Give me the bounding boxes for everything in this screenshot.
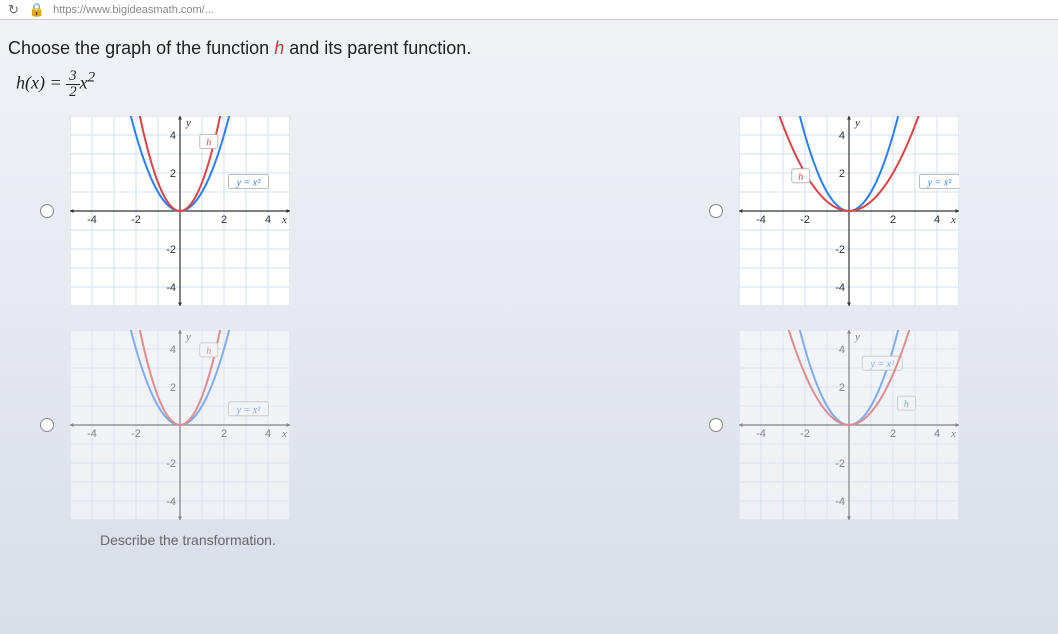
svg-text:4: 4 bbox=[265, 428, 271, 440]
svg-text:h: h bbox=[798, 172, 803, 183]
svg-text:y: y bbox=[185, 331, 191, 343]
svg-text:-2: -2 bbox=[131, 428, 141, 440]
svg-text:-2: -2 bbox=[835, 458, 845, 470]
equation-rhs: x bbox=[80, 73, 88, 93]
svg-text:4: 4 bbox=[934, 428, 940, 440]
radio-b[interactable] bbox=[709, 204, 723, 218]
svg-text:y: y bbox=[854, 117, 860, 129]
svg-text:2: 2 bbox=[170, 382, 176, 394]
svg-text:-4: -4 bbox=[835, 282, 845, 294]
svg-text:-2: -2 bbox=[800, 214, 810, 226]
svg-text:2: 2 bbox=[839, 382, 845, 394]
equation-fraction: 3 2 bbox=[66, 69, 80, 100]
svg-text:4: 4 bbox=[170, 130, 176, 142]
svg-text:2: 2 bbox=[839, 168, 845, 180]
svg-text:y = x²: y = x² bbox=[236, 405, 262, 416]
question-text: Choose the graph of the function h and i… bbox=[0, 20, 1058, 69]
svg-text:-2: -2 bbox=[166, 458, 176, 470]
equation-exp: 2 bbox=[88, 70, 96, 86]
equation-denominator: 2 bbox=[66, 85, 80, 100]
chart-c: -4-224-4-224xyy = x²h bbox=[70, 330, 290, 520]
svg-text:2: 2 bbox=[170, 168, 176, 180]
describe-prompt: Describe the transformation. bbox=[0, 520, 1058, 548]
svg-text:4: 4 bbox=[170, 344, 176, 356]
radio-d[interactable] bbox=[709, 418, 723, 432]
url-text: https://www.bigideasmath.com/... bbox=[53, 4, 214, 16]
svg-text:h: h bbox=[206, 138, 211, 149]
svg-text:-4: -4 bbox=[166, 282, 176, 294]
svg-text:2: 2 bbox=[890, 214, 896, 226]
svg-text:-4: -4 bbox=[87, 214, 97, 226]
svg-text:2: 2 bbox=[221, 428, 227, 440]
svg-text:-2: -2 bbox=[131, 214, 141, 226]
svg-text:4: 4 bbox=[265, 214, 271, 226]
refresh-icon[interactable]: ↻ bbox=[8, 2, 19, 18]
option-b[interactable]: -4-224-4-224xyy = x²h bbox=[709, 116, 1018, 306]
svg-text:-2: -2 bbox=[166, 244, 176, 256]
svg-text:x: x bbox=[950, 428, 956, 440]
option-d[interactable]: -4-224-4-224xyy = x²h bbox=[709, 330, 1018, 520]
equation-numerator: 3 bbox=[66, 69, 80, 85]
question-fn-name: h bbox=[274, 38, 284, 58]
svg-text:4: 4 bbox=[934, 214, 940, 226]
svg-text:x: x bbox=[950, 214, 956, 226]
radio-c[interactable] bbox=[40, 418, 54, 432]
svg-text:2: 2 bbox=[890, 428, 896, 440]
lock-icon: 🔒 bbox=[29, 2, 45, 18]
svg-text:2: 2 bbox=[221, 214, 227, 226]
svg-text:y = x²: y = x² bbox=[927, 178, 953, 189]
radio-a[interactable] bbox=[40, 204, 54, 218]
svg-text:x: x bbox=[281, 428, 287, 440]
question-prefix: Choose the graph of the function bbox=[8, 38, 274, 58]
options-grid: -4-224-4-224xyy = x²h -4-224-4-224xyy = … bbox=[0, 110, 1058, 520]
svg-text:-4: -4 bbox=[166, 496, 176, 508]
svg-text:y = x²: y = x² bbox=[236, 178, 262, 189]
option-c[interactable]: -4-224-4-224xyy = x²h bbox=[40, 330, 349, 520]
equation-lhs: h(x) = bbox=[16, 73, 62, 93]
svg-text:h: h bbox=[206, 346, 211, 357]
svg-text:y: y bbox=[185, 117, 191, 129]
option-a[interactable]: -4-224-4-224xyy = x²h bbox=[40, 116, 349, 306]
question-suffix: and its parent function. bbox=[284, 38, 471, 58]
svg-text:-4: -4 bbox=[756, 214, 766, 226]
svg-text:-2: -2 bbox=[835, 244, 845, 256]
svg-text:x: x bbox=[281, 214, 287, 226]
svg-text:-4: -4 bbox=[87, 428, 97, 440]
svg-text:y: y bbox=[854, 331, 860, 343]
svg-text:-4: -4 bbox=[835, 496, 845, 508]
equation: h(x) = 3 2 x2 bbox=[0, 69, 1058, 110]
svg-text:-2: -2 bbox=[800, 428, 810, 440]
svg-text:h: h bbox=[904, 399, 909, 410]
chart-b: -4-224-4-224xyy = x²h bbox=[739, 116, 959, 306]
svg-text:y = x²: y = x² bbox=[869, 359, 895, 370]
svg-text:4: 4 bbox=[839, 344, 845, 356]
url-bar: ↻ 🔒 https://www.bigideasmath.com/... bbox=[0, 0, 1058, 20]
svg-text:-4: -4 bbox=[756, 428, 766, 440]
chart-d: -4-224-4-224xyy = x²h bbox=[739, 330, 959, 520]
svg-text:4: 4 bbox=[839, 130, 845, 142]
chart-a: -4-224-4-224xyy = x²h bbox=[70, 116, 290, 306]
